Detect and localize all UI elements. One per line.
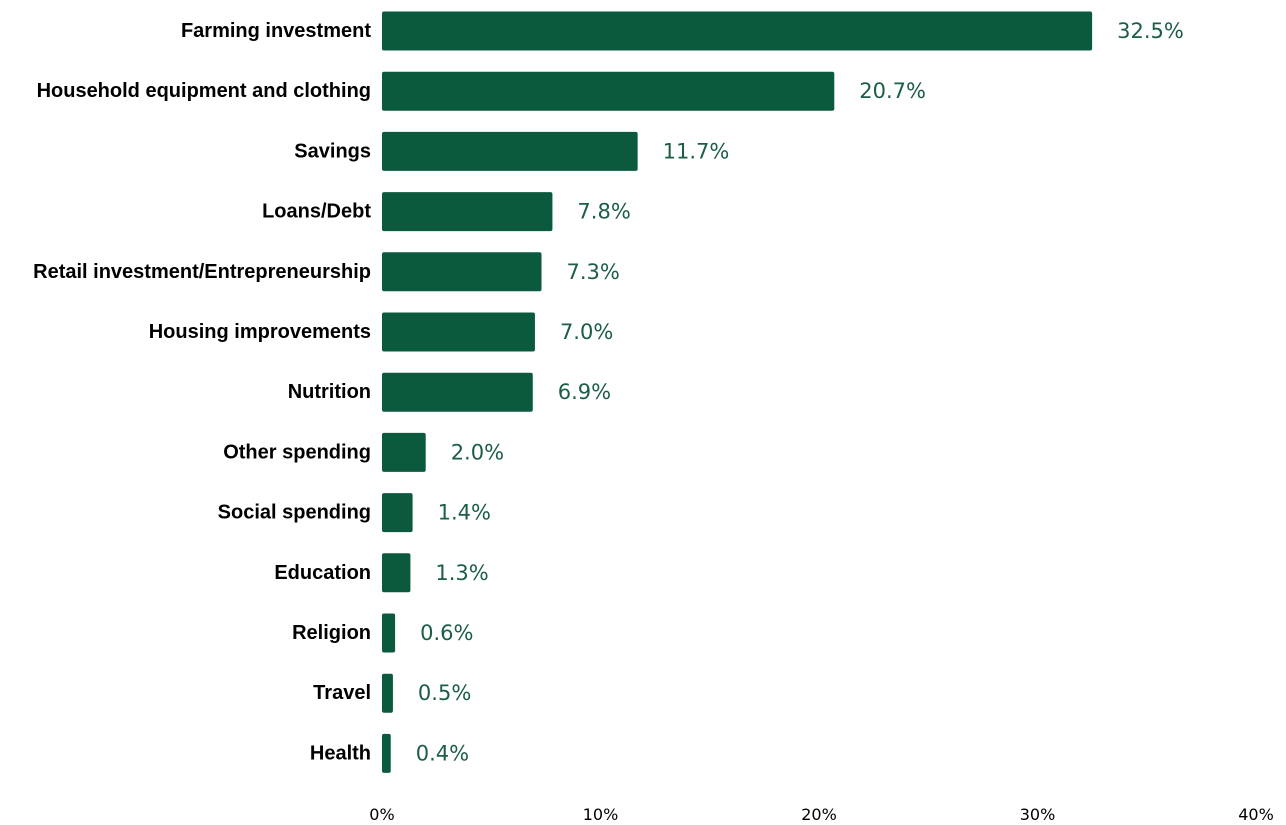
bar-8 xyxy=(382,493,413,533)
value-label-5: 7.0% xyxy=(560,320,613,344)
value-label-3: 7.8% xyxy=(577,200,630,224)
category-labels-group: Farming investment Household equipment an… xyxy=(33,20,371,764)
value-label-2: 11.7% xyxy=(663,139,730,163)
value-label-12: 0.4% xyxy=(416,741,469,765)
bars-group xyxy=(382,11,1093,773)
category-label-4: Retail investment/Entrepreneurship xyxy=(33,261,371,283)
bar-1 xyxy=(382,71,835,111)
value-label-0: 32.5% xyxy=(1117,19,1184,43)
category-label-5: Housing improvements xyxy=(149,321,371,343)
bar-12 xyxy=(382,733,391,773)
category-label-0: Farming investment xyxy=(181,20,371,42)
value-label-10: 0.6% xyxy=(420,621,473,645)
category-label-1: Household equipment and clothing xyxy=(37,80,371,102)
x-tick-label-3: 30% xyxy=(1020,805,1056,824)
value-label-9: 1.3% xyxy=(435,561,488,585)
x-axis-ticks-group: 0% 10% 20% 30% 40% xyxy=(369,805,1273,824)
value-label-6: 6.9% xyxy=(558,380,611,404)
category-label-8: Social spending xyxy=(218,502,371,524)
x-tick-label-1: 10% xyxy=(583,805,619,824)
bar-5 xyxy=(382,312,535,352)
value-label-1: 20.7% xyxy=(859,79,926,103)
bar-11 xyxy=(382,673,393,713)
bar-4 xyxy=(382,252,542,292)
category-label-7: Other spending xyxy=(223,441,371,463)
category-label-3: Loans/Debt xyxy=(262,201,371,223)
bar-0 xyxy=(382,11,1093,51)
value-labels-group: 32.5% 20.7% 11.7% 7.8% 7.3% 7.0% 6.9% 2.0% 1.4% 1… xyxy=(416,19,1184,765)
category-label-6: Nutrition xyxy=(288,381,371,403)
bar-9 xyxy=(382,553,411,593)
x-tick-label-4: 40% xyxy=(1238,805,1274,824)
bar-3 xyxy=(382,192,553,232)
category-label-2: Savings xyxy=(294,140,371,162)
value-label-11: 0.5% xyxy=(418,681,471,705)
category-label-11: Travel xyxy=(313,682,371,704)
value-label-4: 7.3% xyxy=(567,260,620,284)
x-tick-label-2: 20% xyxy=(801,805,837,824)
category-label-9: Education xyxy=(274,562,371,584)
x-tick-label-0: 0% xyxy=(369,805,394,824)
value-label-8: 1.4% xyxy=(438,501,491,525)
bar-7 xyxy=(382,432,426,472)
bar-6 xyxy=(382,372,533,412)
bar-2 xyxy=(382,131,638,171)
bar-10 xyxy=(382,613,396,653)
category-label-12: Health xyxy=(310,742,371,764)
value-label-7: 2.0% xyxy=(451,440,504,464)
category-label-10: Religion xyxy=(292,622,371,644)
